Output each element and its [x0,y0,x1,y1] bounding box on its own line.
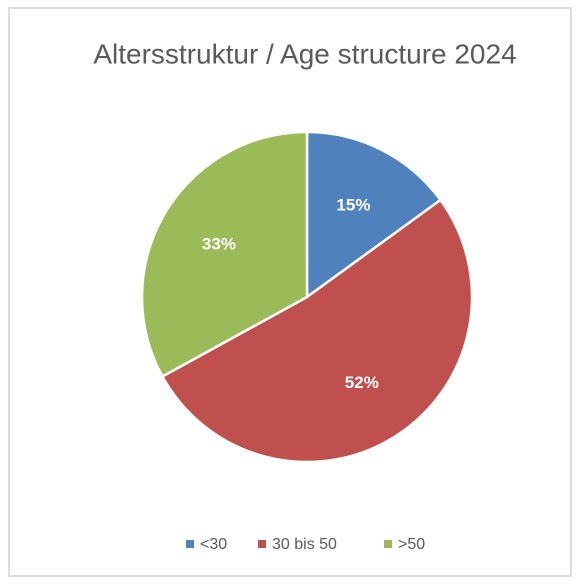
legend-label: >50 [398,536,425,553]
pie-slice [140,130,309,379]
data-label: 15% [336,195,370,214]
data-label: 33% [202,234,236,253]
data-label: 52% [345,373,379,392]
chart-title: Altersstruktur / Age structure 2024 [93,38,516,69]
legend-swatch [258,540,266,548]
legend-swatch [186,540,194,548]
legend-label: <30 [200,536,227,553]
pie-slice [305,130,443,300]
pie-slice [160,198,474,464]
legend-swatch [384,540,392,548]
legend-label: 30 bis 50 [272,536,337,553]
